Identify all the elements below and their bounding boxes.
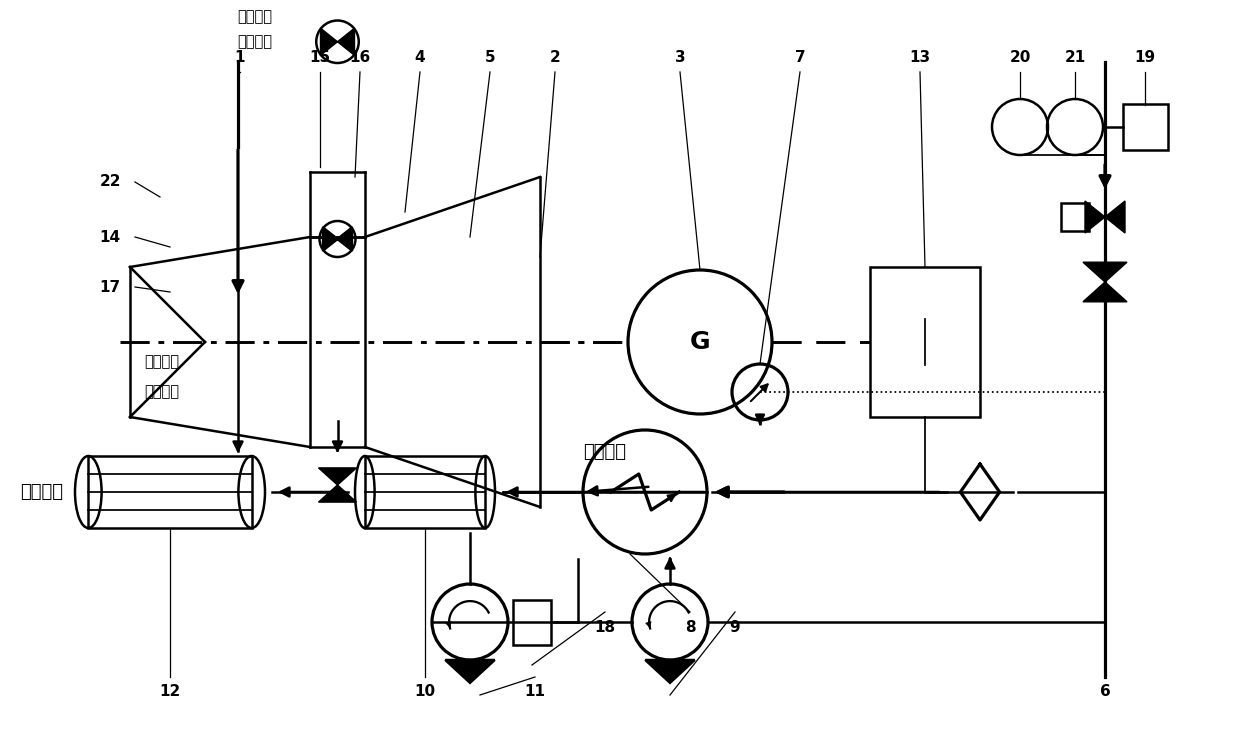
Bar [870,267,980,417]
Text: 轮机进汽: 轮机进汽 [145,385,180,400]
Text: 20: 20 [1009,49,1030,64]
Text: 10: 10 [414,684,435,699]
Text: 8: 8 [684,619,696,634]
Polygon shape [1083,282,1127,302]
Text: 6: 6 [1100,684,1110,699]
Text: 锅炉或汽: 锅炉或汽 [238,10,273,25]
Text: 11: 11 [525,684,546,699]
Bar [365,456,485,528]
Text: 19: 19 [1135,49,1156,64]
Text: 16: 16 [350,49,371,64]
Text: 15: 15 [310,49,331,64]
Text: 1: 1 [234,49,246,64]
Text: 17: 17 [99,279,120,294]
Text: 12: 12 [160,684,181,699]
Polygon shape [645,660,694,683]
Bar [513,600,551,645]
Polygon shape [1083,262,1127,282]
Text: 2: 2 [549,49,560,64]
Text: 轮机进汽: 轮机进汽 [238,34,273,49]
Text: 18: 18 [594,619,615,634]
Polygon shape [445,660,495,683]
Text: 热网水出: 热网水出 [21,483,63,501]
Text: 热网水进: 热网水进 [584,443,626,461]
Text: 9: 9 [729,619,740,634]
Text: 3: 3 [675,49,686,64]
Polygon shape [1085,201,1125,233]
Text: 21: 21 [1064,49,1086,64]
Text: 22: 22 [99,175,120,190]
Polygon shape [319,485,357,502]
Text: 13: 13 [909,49,930,64]
Text: 7: 7 [795,49,805,64]
Text: 4: 4 [414,49,425,64]
Text: 5: 5 [485,49,495,64]
Bar [1122,105,1168,149]
Bar [88,456,252,528]
Polygon shape [322,227,352,251]
Polygon shape [320,28,355,55]
Text: 锅炉或汽: 锅炉或汽 [145,355,180,370]
Bar [1061,203,1089,231]
Polygon shape [319,468,357,485]
Text: G: G [689,330,711,354]
Text: 14: 14 [99,229,120,244]
